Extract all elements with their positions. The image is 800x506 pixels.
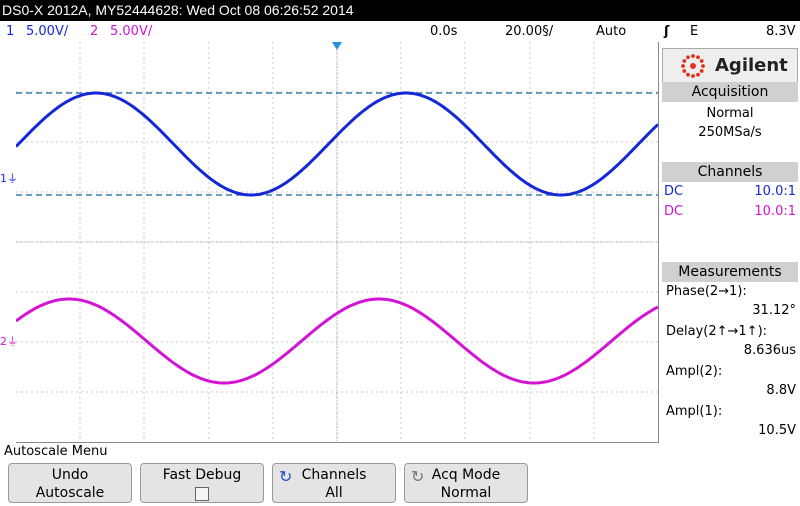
channels-label-1: Channels xyxy=(301,467,367,483)
agilent-logo: Agilent xyxy=(662,48,798,84)
spark-dot xyxy=(691,54,695,58)
ground-icon: ⏚ xyxy=(7,172,18,185)
ampl1-value: 10.5V xyxy=(758,423,796,438)
window-title: DS0-X 2012A, MY52444628: Wed Oct 08 06:2… xyxy=(2,2,354,18)
waveform-display[interactable] xyxy=(14,42,660,443)
ground-icon: ⏚ xyxy=(7,335,18,348)
ch2-scale: 5.00V/ xyxy=(110,24,153,39)
channels-header: Channels xyxy=(662,162,798,182)
ch1-ground-marker[interactable]: 1⏚ xyxy=(0,170,18,190)
time-scale: 20.00§/ xyxy=(505,24,554,39)
trigger-mode: Auto xyxy=(596,24,627,39)
fast-debug-checkbox[interactable] xyxy=(195,487,209,501)
ch2-ground-marker[interactable]: 2⏚ xyxy=(0,333,18,353)
time-offset: 0.0s xyxy=(430,24,458,39)
ch2-coupling: DC xyxy=(664,204,684,219)
fast-debug-button[interactable]: Fast Debug xyxy=(140,463,264,503)
ch1-coupling: DC xyxy=(664,184,684,199)
acquisition-info: Normal 250MSa/s xyxy=(662,104,798,142)
ampl2-value: 8.8V xyxy=(766,383,796,398)
ampl1-label: Ampl(1): xyxy=(666,404,723,419)
acquisition-mode: Normal xyxy=(706,106,754,121)
spark-dot xyxy=(682,69,687,73)
trigger-position-icon[interactable] xyxy=(332,42,342,50)
spark-dot xyxy=(686,72,690,77)
spark-dot xyxy=(696,72,700,77)
ampl2-label: Ampl(2): xyxy=(666,364,723,379)
spark-dot xyxy=(686,55,690,60)
ch1-scale: 5.00V/ xyxy=(26,24,69,39)
acq-mode-label-1: Acq Mode xyxy=(431,467,501,483)
menu-title: Autoscale Menu xyxy=(4,444,108,459)
spark-dot xyxy=(699,69,704,73)
side-panel: Agilent Acquisition Normal 250MSa/s Chan… xyxy=(660,42,800,442)
spark-dot xyxy=(691,74,695,78)
phase-value: 31.12° xyxy=(752,303,796,318)
measurements-list: Phase(2→1): 31.12° Delay(2↑→1↑): 8.636us… xyxy=(662,284,798,442)
rotate-knob-icon: ↻ xyxy=(279,467,293,486)
channels-button[interactable]: ↻ Channels All xyxy=(272,463,396,503)
brand-name: Agilent xyxy=(715,55,788,76)
ch1-waveform xyxy=(14,91,660,197)
undo-autoscale-label-1: Undo xyxy=(51,467,89,483)
acq-mode-label-2: Normal xyxy=(440,485,492,501)
rising-edge-icon: ʃ xyxy=(664,24,670,39)
channels-label-2: All xyxy=(325,485,343,501)
rotate-knob-icon: ↻ xyxy=(411,467,425,486)
ch1-probe: 10.0:1 xyxy=(754,184,796,199)
title-bar: DS0-X 2012A, MY52444628: Wed Oct 08 06:2… xyxy=(0,0,800,21)
softkey-bar: Undo Autoscale Fast Debug ↻ Channels All… xyxy=(0,460,800,503)
fast-debug-label: Fast Debug xyxy=(162,467,242,483)
spark-center xyxy=(690,63,696,69)
spark-dot xyxy=(699,59,704,63)
acq-mode-button[interactable]: ↻ Acq Mode Normal xyxy=(404,463,528,503)
spark-dot xyxy=(681,64,685,68)
delay-label: Delay(2↑→1↑): xyxy=(666,324,768,339)
spark-dot xyxy=(696,55,700,60)
waveform-canvas xyxy=(14,42,660,442)
channels-info: DC 10.0:1 DC 10.0:1 xyxy=(662,184,798,224)
ch2-marker-label: 2 xyxy=(0,335,7,348)
spark-dot xyxy=(682,59,687,63)
ch2-waveform xyxy=(15,297,659,385)
graticule xyxy=(16,42,658,442)
ch1-number: 1 xyxy=(6,24,15,39)
ch2-probe: 10.0:1 xyxy=(754,204,796,219)
ch1-marker-label: 1 xyxy=(0,172,7,185)
acquisition-rate: 250MSa/s xyxy=(698,125,762,140)
delay-value: 8.636us xyxy=(743,343,796,358)
agilent-spark-icon xyxy=(681,54,705,78)
trigger-level: 8.3V xyxy=(766,24,796,39)
acquisition-header: Acquisition xyxy=(662,82,798,102)
undo-autoscale-button[interactable]: Undo Autoscale xyxy=(8,463,132,503)
ch2-number: 2 xyxy=(90,24,99,39)
status-bar: 1 5.00V/ 2 5.00V/ 0.0s 20.00§/ Auto ʃ E … xyxy=(0,21,800,42)
measurements-header: Measurements xyxy=(662,262,798,282)
undo-autoscale-label-2: Autoscale xyxy=(35,485,105,501)
spark-dot xyxy=(701,64,705,68)
phase-label: Phase(2→1): xyxy=(666,284,747,299)
trigger-source: E xyxy=(690,24,699,39)
